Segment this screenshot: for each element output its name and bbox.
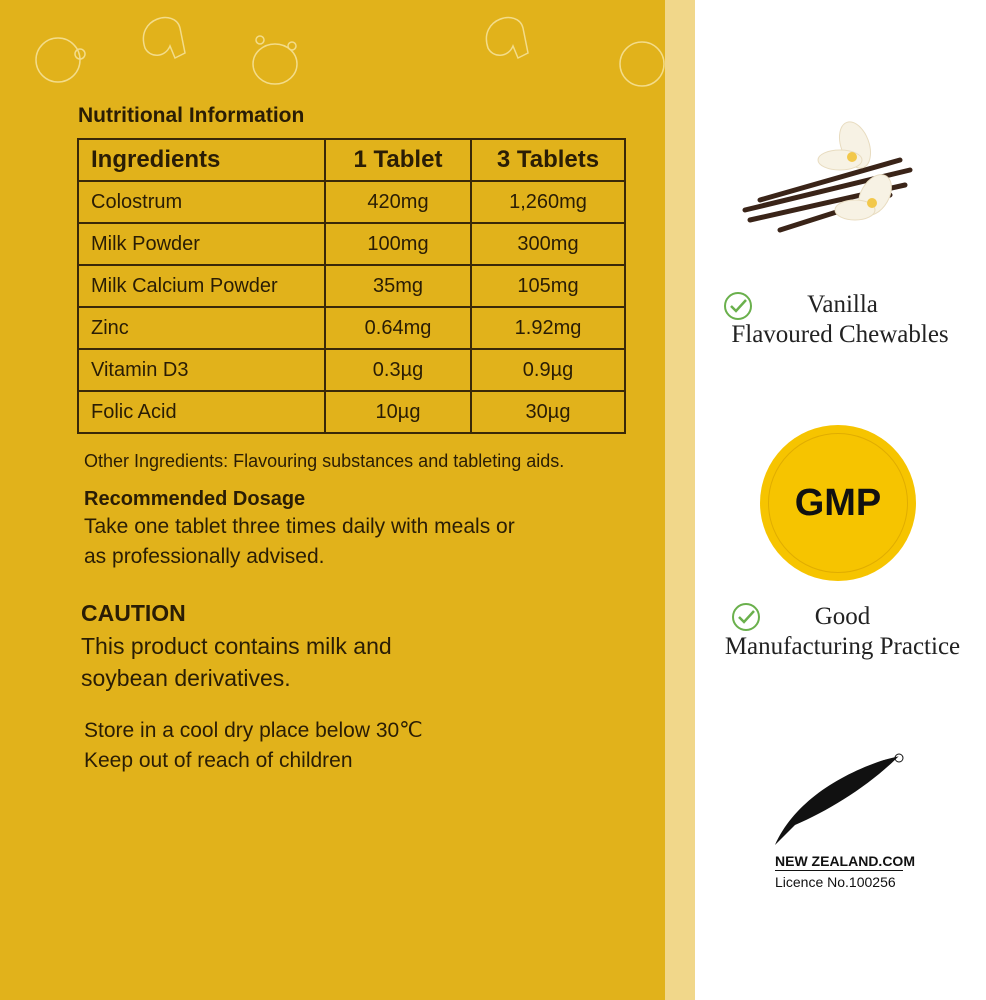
gmp-label: Manufacturing Practice bbox=[724, 633, 961, 660]
hippo-doodle-icon bbox=[252, 35, 298, 85]
caution-title: CAUTION bbox=[81, 600, 186, 626]
vanilla-label: Flavoured Chewables bbox=[731, 321, 949, 348]
table-cell: 30µg bbox=[470, 390, 626, 434]
dosage-line: Take one tablet three times daily with m… bbox=[84, 515, 515, 538]
table-cell: Vitamin D3 bbox=[77, 348, 326, 392]
other-ingredients: Other Ingredients: Flavouring substances… bbox=[84, 451, 565, 471]
table-row: Zinc 0.64mg 1.92mg bbox=[77, 306, 626, 350]
table-row: Colostrum 420mg 1,260mg bbox=[77, 180, 626, 224]
vanilla-label: Vanilla bbox=[807, 291, 878, 318]
silver-fern-logo-icon bbox=[775, 753, 904, 845]
nutrition-table: Ingredients 1 Tablet 3 Tablets Colostrum… bbox=[77, 138, 626, 434]
table-cell: Zinc bbox=[77, 306, 326, 350]
table-cell: 420mg bbox=[324, 180, 472, 224]
table-cell: 0.9µg bbox=[470, 348, 626, 392]
table-cell: 1.92mg bbox=[470, 306, 626, 350]
table-cell: Milk Calcium Powder bbox=[77, 264, 326, 308]
table-row: Folic Acid 10µg 30µg bbox=[77, 390, 626, 434]
table-cell: Milk Powder bbox=[77, 222, 326, 266]
table-cell: 0.64mg bbox=[324, 306, 472, 350]
table-header-row: Ingredients 1 Tablet 3 Tablets bbox=[77, 138, 626, 182]
caution-line: soybean derivatives. bbox=[81, 665, 291, 691]
check-circle-icon bbox=[732, 603, 760, 631]
panel-edge bbox=[665, 0, 695, 1000]
table-cell: 35mg bbox=[324, 264, 472, 308]
check-circle-icon bbox=[724, 292, 752, 320]
header-cell: Ingredients bbox=[77, 138, 326, 182]
table-row: Milk Powder 100mg 300mg bbox=[77, 222, 626, 266]
table-cell: Colostrum bbox=[77, 180, 326, 224]
monkey-doodle-icon bbox=[35, 37, 86, 83]
monkey-doodle-icon bbox=[619, 41, 665, 87]
elephant-doodle-icon bbox=[485, 17, 529, 60]
table-row: Vitamin D3 0.3µg 0.9µg bbox=[77, 348, 626, 392]
nutrition-panel: Nutritional Information Ingredients 1 Ta… bbox=[0, 0, 665, 1000]
storage-line: Store in a cool dry place below 30℃ bbox=[84, 719, 423, 742]
dosage-title: Recommended Dosage bbox=[84, 488, 306, 510]
gmp-badge: GMP bbox=[760, 425, 916, 581]
nz-brand: NEW ZEALAND.COM bbox=[775, 853, 915, 869]
vanilla-image bbox=[742, 121, 913, 233]
storage-line: Keep out of reach of children bbox=[84, 749, 353, 772]
table-cell: 10µg bbox=[324, 390, 472, 434]
table-row: Milk Calcium Powder 35mg 105mg bbox=[77, 264, 626, 308]
gmp-label: Good bbox=[814, 603, 871, 630]
caution-line: This product contains milk and bbox=[81, 633, 392, 659]
nutrition-title: Nutritional Information bbox=[78, 104, 305, 127]
table-cell: 0.3µg bbox=[324, 348, 472, 392]
caution-text: This product contains milk and soybean de… bbox=[81, 630, 392, 694]
header-cell: 3 Tablets bbox=[470, 138, 626, 182]
dosage-line: as professionally advised. bbox=[84, 545, 325, 568]
table-cell: Folic Acid bbox=[77, 390, 326, 434]
nz-licence: Licence No.100256 bbox=[775, 874, 896, 890]
elephant-doodle-icon bbox=[142, 17, 186, 60]
table-cell: 1,260mg bbox=[470, 180, 626, 224]
divider bbox=[775, 870, 903, 871]
table-cell: 300mg bbox=[470, 222, 626, 266]
header-cell: 1 Tablet bbox=[324, 138, 472, 182]
table-cell: 105mg bbox=[470, 264, 626, 308]
table-cell: 100mg bbox=[324, 222, 472, 266]
